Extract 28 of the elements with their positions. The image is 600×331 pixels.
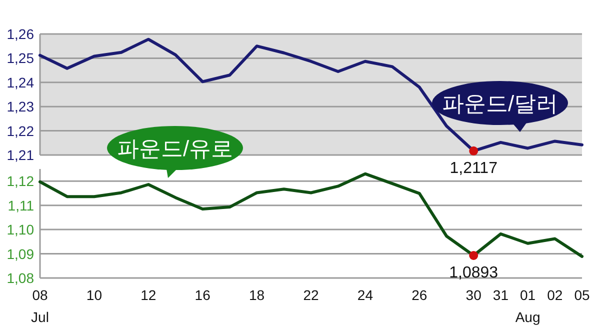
y-tick-label: 1,26 <box>6 26 34 42</box>
x-tick-label: 18 <box>249 287 265 303</box>
y-tick-label: 1,22 <box>6 122 34 139</box>
y-tick-label: 1,21 <box>6 147 34 163</box>
y-tick-label: 1,09 <box>6 246 34 262</box>
annotation: 1,0893 <box>449 264 498 282</box>
x-tick-label: 12 <box>140 287 156 303</box>
y-tick-label: 1,23 <box>6 98 34 115</box>
y-tick-label: 1,24 <box>6 74 34 90</box>
x-tick-label: 16 <box>194 287 211 303</box>
y-tick-label: 1,12 <box>6 173 34 190</box>
x-tick-label: 24 <box>357 287 374 303</box>
x-tick-label: 01 Aug <box>515 287 540 325</box>
y-tick-label: 1,10 <box>6 222 34 238</box>
x-tick-label: 31 <box>492 287 509 303</box>
y-tick-label: 1,11 <box>8 197 34 214</box>
series-label: 파운드/유로 <box>116 136 234 161</box>
x-tick-label: 02 <box>547 287 563 303</box>
series-label: 파운드/달러 <box>442 91 558 116</box>
x-tick-label: 10 <box>86 287 102 303</box>
annotation: 1,2117 <box>450 160 498 177</box>
y-tick-label: 1,08 <box>6 270 34 286</box>
x-tick-label: 05 <box>574 287 590 303</box>
x-tick-label: 22 <box>303 287 319 303</box>
x-tick-label: 26 <box>412 287 428 303</box>
x-tick-label: 08 Jul <box>31 287 49 325</box>
x-tick-label: 30 <box>466 287 482 303</box>
y-tick-label: 1,25 <box>6 50 34 66</box>
